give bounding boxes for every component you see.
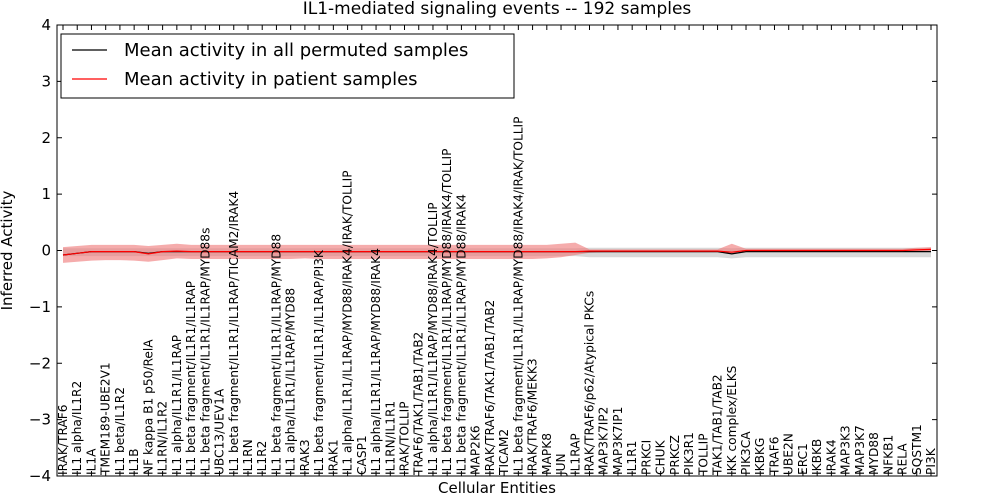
x-tick-label: IL1RAP [568, 433, 582, 475]
x-tick-label: CHUK [654, 439, 668, 475]
x-tick-label: PIK3R1 [682, 432, 696, 475]
patient-band [63, 242, 931, 263]
x-tick-label: TRAF6 [767, 436, 781, 476]
x-tick-label: IL1R2 [255, 441, 269, 475]
x-tick-label: ERC1 [796, 443, 810, 475]
series-lines [62, 248, 932, 256]
x-tick-label: IL1 beta fragment/IL1R1/IL1RAP/MYD88s [198, 228, 212, 475]
x-tick-label: IKBKG [753, 438, 767, 475]
x-tick-label: IL1 beta fragment/IL1R1/IL1RAP/TICAM2/IR… [227, 191, 241, 475]
x-tick-label: IL1A [84, 448, 98, 475]
x-tick-label: IL1 beta fragment/IL1R1/IL1RAP/MYD88/IRA… [511, 116, 525, 475]
x-tick-label: IL1 alpha/IL1R1/IL1RAP/MYD88/IRAK4 [369, 248, 383, 475]
x-tick-label: RELA [896, 443, 910, 475]
x-tick-label: MYD88 [867, 432, 881, 475]
x-tick-label: IL1 alpha/IL1R2 [70, 381, 84, 475]
legend-entry-label: Mean activity in patient samples [124, 69, 418, 90]
x-tick-label: NFKB1 [881, 435, 895, 475]
x-tick-label: TMEM189-UBE2V1 [99, 362, 113, 476]
x-tick-label: MAP3K7 [853, 425, 867, 475]
x-tick-label: IL1R1 [625, 441, 639, 475]
x-tick-label: PRKCI [639, 440, 653, 475]
x-tick-label: MAP3K7IP1 [611, 407, 625, 475]
chart-title: IL1-mediated signaling events -- 192 sam… [303, 0, 692, 19]
x-tick-label: SQSTM1 [910, 424, 924, 475]
legend-box [60, 33, 515, 99]
y-tick-label: −1 [29, 298, 51, 316]
y-tick-label: 1 [41, 185, 51, 203]
x-tick-label: IL1 beta fragment/IL1R1/IL1RAP/PI3K [312, 249, 326, 475]
x-tick-label: IRAK3 [298, 439, 312, 475]
legend-entry-label: Mean activity in all permuted samples [124, 40, 468, 61]
x-tick-label: IRAK/TRAF6/MEKK3 [526, 358, 540, 475]
x-tick-label: IRAK4 [824, 439, 838, 475]
x-tick-label: IRAK1 [326, 439, 340, 475]
x-tick-label: IKK complex/ELKS [725, 365, 739, 475]
x-tick-label: PIK3CA [739, 431, 753, 475]
x-tick-label: TICAM2 [497, 429, 511, 476]
y-tick-label: 3 [41, 72, 51, 90]
x-tick-label: IL1 beta/IL1R2 [113, 387, 127, 475]
x-tick-label: IL1RN/IL1R2 [156, 401, 170, 475]
x-tick-label: JUN [554, 453, 568, 476]
x-tick-label: IL1 beta fragment/IL1R1/IL1RAP [184, 281, 198, 475]
patient-mean-line [62, 248, 932, 256]
y-axis-label: Inferred Activity [0, 190, 16, 310]
x-tick-label: IL1 alpha/IL1R1/IL1RAP/MYD88/IRAK4/TOLLI… [426, 202, 440, 475]
x-tick-label: TRAF6/TAK1/TAB1/TAB2 [412, 332, 426, 476]
legend: Mean activity in all permuted samples Mea… [60, 33, 515, 99]
x-axis-ticks: IRAK/TRAF6 IL1 alpha/IL1R2 IL1A TMEM189-UBE… [56, 25, 938, 476]
x-tick-label: IL1RN/IL1R1 [383, 401, 397, 475]
x-tick-label: IRAK/TOLLIP [398, 401, 412, 475]
series-bands [63, 242, 931, 263]
x-tick-label: IL1 beta fragment/IL1R1/IL1RAP/MYD88 [269, 234, 283, 475]
x-tick-label: IRAK/TRAF6 [56, 404, 70, 475]
x-tick-label: IL1B [127, 449, 141, 476]
x-tick-label: UBC13/UEV1A [213, 388, 227, 475]
x-tick-label: MAPK8 [540, 433, 554, 475]
x-tick-label: NF kappa B1 p50/RelA [141, 339, 155, 475]
y-tick-label: −2 [29, 354, 51, 372]
x-tick-label: IL1 beta fragment/IL1R1/IL1RAP/MYD88/IRA… [454, 194, 468, 475]
x-tick-label: TOLLIP [696, 433, 710, 476]
x-tick-label: MAP3K7IP2 [597, 407, 611, 475]
x-tick-label: IL1RN [241, 439, 255, 475]
x-tick-label: TAK1/TAB1/TAB2 [711, 374, 725, 476]
x-tick-label: IL1 alpha/IL1R1/IL1RAP [170, 335, 184, 475]
x-tick-label: IL1 alpha/IL1R1/IL1RAP/MYD88/IRAK4/IRAK/… [341, 170, 355, 475]
x-tick-label: IRAK/TRAF6/p62/Atypical PKCs [582, 291, 596, 475]
y-tick-label: 4 [41, 16, 51, 34]
x-tick-label: UBE2N [782, 433, 796, 475]
y-tick-label: 0 [41, 242, 51, 260]
x-tick-label: CASP1 [355, 435, 369, 475]
y-tick-label: −3 [29, 411, 51, 429]
x-tick-label: IL1 beta fragment/IL1R1/IL1RAP/MYD88/IRA… [440, 148, 454, 475]
x-tick-label: IL1 alpha/IL1R1/IL1RAP/MYD88 [284, 288, 298, 475]
x-tick-label: IRAK/TRAF6/TAK1/TAB1/TAB2 [483, 300, 497, 475]
x-axis-label: Cellular Entities [438, 479, 556, 497]
x-tick-label: IKBKB [810, 439, 824, 475]
x-tick-label: PI3K [924, 447, 938, 475]
y-axis-ticks: −4 −3 −2 −1 0 1 2 3 4 [29, 16, 937, 485]
y-tick-label: −4 [29, 467, 51, 485]
x-tick-label: MAP3K3 [839, 425, 853, 475]
y-tick-label: 2 [41, 129, 51, 147]
x-tick-label: MAP2K6 [469, 425, 483, 475]
x-tick-label: PRKCZ [668, 435, 682, 475]
